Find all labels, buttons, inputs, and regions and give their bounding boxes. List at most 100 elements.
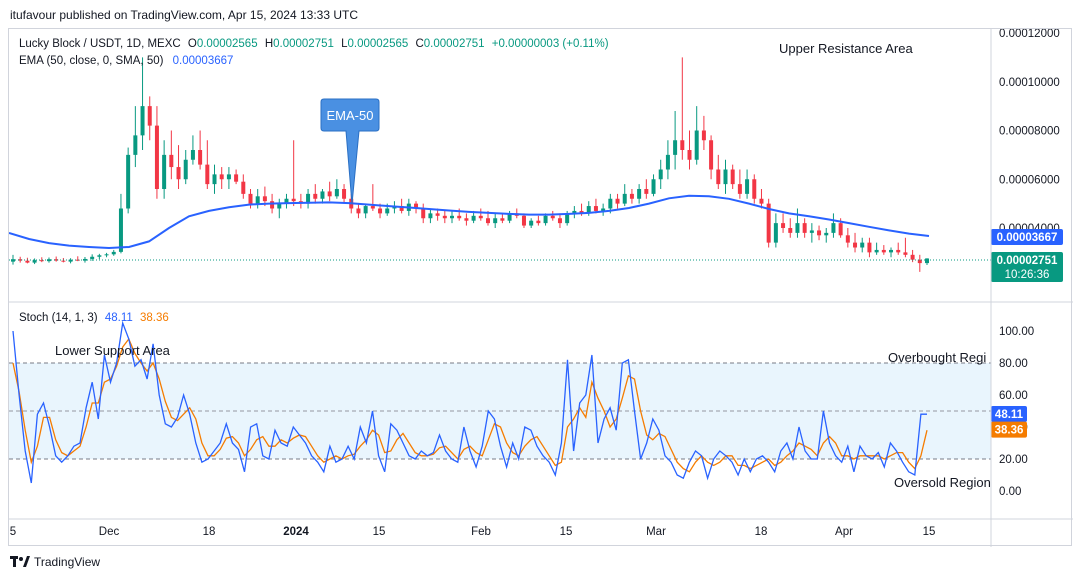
- candle-body: [694, 130, 699, 160]
- stoch-tick-label: 20.00: [999, 454, 1028, 466]
- candle-body: [529, 220, 534, 226]
- price-tick-label: 0.00010000: [999, 77, 1060, 89]
- chart-svg[interactable]: Lucky Block / USDT, 1D, MEXC O0.00002565…: [8, 28, 1073, 547]
- candle-body: [637, 189, 642, 199]
- candle-body: [716, 169, 721, 185]
- candle-body: [97, 255, 102, 257]
- candle-body: [809, 230, 814, 233]
- candle-body: [154, 125, 159, 189]
- candle-body: [435, 213, 440, 216]
- candle-body: [442, 215, 447, 219]
- candle-body: [896, 249, 901, 253]
- svg-text:38.36: 38.36: [995, 425, 1024, 437]
- candle-body: [817, 230, 822, 236]
- legend-line1: Lucky Block / USDT, 1D, MEXC O0.00002565…: [19, 38, 609, 50]
- lower-support-label: Lower Support Area: [55, 343, 171, 358]
- candle-body: [54, 259, 59, 261]
- svg-text:10:26:36: 10:26:36: [1005, 269, 1050, 281]
- candle-body: [601, 208, 606, 211]
- time-tick-label: Mar: [646, 526, 666, 538]
- candle-body: [773, 223, 778, 243]
- candle-body: [723, 169, 728, 185]
- candle-body: [925, 258, 929, 264]
- last-price-badge: 0.00002751 10:26:36: [991, 252, 1063, 282]
- candle-body: [673, 140, 678, 155]
- candle-body: [752, 179, 757, 199]
- candle-body: [291, 198, 296, 202]
- candle-body: [680, 140, 685, 150]
- candle-body: [557, 218, 562, 224]
- candle-body: [874, 249, 879, 253]
- candle-body: [471, 215, 476, 221]
- candle-body: [306, 193, 311, 204]
- candle-body: [226, 174, 231, 180]
- candle-body: [485, 218, 490, 224]
- candle-body: [111, 251, 116, 255]
- candle-body: [284, 198, 289, 204]
- candle-body: [183, 159, 188, 180]
- candle-body: [90, 256, 95, 259]
- stoch-tick-label: 0.00: [999, 486, 1021, 498]
- overbought-label: Overbought Regi: [888, 350, 986, 365]
- candle-body: [889, 249, 894, 253]
- time-tick-label: 5: [10, 526, 16, 538]
- candle-body: [831, 223, 836, 233]
- candle-body: [788, 228, 793, 233]
- candle-body: [781, 223, 786, 228]
- candle-body: [867, 242, 872, 253]
- candle-body: [824, 232, 829, 236]
- candle-body: [147, 106, 152, 126]
- price-axis[interactable]: 0.00012000 0.00010000 0.00008000 0.00006000…: [999, 28, 1060, 235]
- chart-frame: Lucky Block / USDT, 1D, MEXC O0.00002565…: [8, 28, 1073, 547]
- candle-body: [550, 215, 555, 219]
- candle-body: [190, 150, 195, 160]
- svg-text:0.00003667: 0.00003667: [997, 232, 1058, 244]
- candle-body: [536, 220, 541, 224]
- candle-body: [169, 154, 174, 168]
- candle-body: [334, 189, 339, 197]
- candle-body: [457, 215, 462, 219]
- candle-body: [68, 259, 73, 262]
- candle-body: [262, 196, 267, 202]
- candle-body: [363, 206, 368, 214]
- tradingview-logo-icon: [10, 556, 30, 568]
- ema-callout-label: EMA-50: [327, 108, 374, 123]
- time-axis[interactable]: 5 Dec 18 2024 15 Feb 15 Mar 18 Apr 15: [10, 526, 936, 538]
- ema-badge: 0.00003667: [991, 229, 1063, 245]
- candle-body: [421, 208, 426, 219]
- candles-layer: [11, 57, 929, 272]
- stoch-d-line: [12, 337, 928, 473]
- stoch-tick-label: 100.00: [999, 326, 1034, 338]
- ema-callout: EMA-50: [320, 98, 380, 205]
- candle-body: [104, 254, 109, 256]
- candle-body: [651, 179, 656, 194]
- publisher-line: itufavour published on TradingView.com, …: [10, 8, 358, 22]
- candle-body: [18, 259, 23, 261]
- candle-body: [795, 223, 800, 233]
- stoch-k-line: [12, 320, 927, 484]
- time-tick-label: 18: [755, 526, 768, 538]
- svg-text:48.11: 48.11: [995, 409, 1024, 421]
- candle-body: [644, 189, 649, 194]
- candle-body: [586, 206, 591, 214]
- candle-body: [255, 196, 260, 204]
- candle-body: [370, 206, 375, 209]
- candle-body: [385, 208, 390, 214]
- stoch-d-badge: 38.36: [991, 421, 1027, 438]
- candle-body: [25, 260, 30, 263]
- time-tick-label: Feb: [471, 526, 491, 538]
- candle-body: [399, 206, 404, 211]
- stoch-tick-label: 80.00: [999, 358, 1028, 370]
- ema50-line: [8, 194, 930, 250]
- candle-body: [61, 260, 66, 262]
- time-tick-label: Apr: [835, 526, 853, 538]
- candle-body: [493, 218, 498, 224]
- candle-body: [234, 174, 239, 182]
- candle-body: [248, 193, 253, 204]
- candle-body: [802, 223, 807, 233]
- candle-body: [629, 193, 634, 199]
- candle-body: [241, 181, 246, 194]
- candle-body: [579, 210, 584, 214]
- candle-body: [212, 174, 217, 185]
- candle-body: [270, 201, 275, 209]
